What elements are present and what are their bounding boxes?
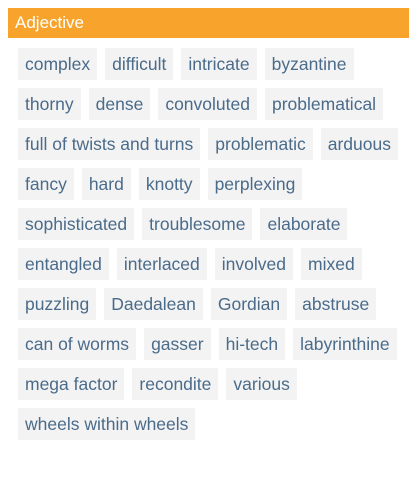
synonym-chip[interactable]: troublesome [142,208,252,240]
synonym-chip[interactable]: difficult [105,48,173,80]
synonym-chip[interactable]: various [226,368,296,400]
synonym-chip[interactable]: involved [215,248,293,280]
synonym-chip[interactable]: dense [89,88,151,120]
section-header: Adjective [8,8,409,38]
synonym-chip[interactable]: problematic [208,128,312,160]
synonym-chip[interactable]: complex [18,48,97,80]
synonym-chip[interactable]: entangled [18,248,109,280]
synonym-chip[interactable]: full of twists and turns [18,128,200,160]
synonym-chip[interactable]: labyrinthine [293,328,397,360]
synonym-chip[interactable]: byzantine [265,48,354,80]
synonym-chip[interactable]: hard [82,168,131,200]
synonym-list: complex difficult intricate byzantine thorny… [8,38,409,440]
synonym-chip[interactable]: hi-tech [219,328,286,360]
synonym-chip[interactable]: mega factor [18,368,124,400]
synonym-chip[interactable]: can of worms [18,328,136,360]
synonym-chip[interactable]: interlaced [117,248,207,280]
synonym-chip[interactable]: convoluted [158,88,257,120]
synonym-chip[interactable]: mixed [301,248,362,280]
synonym-chip[interactable]: abstruse [295,288,376,320]
synonym-chip[interactable]: fancy [18,168,74,200]
section-title: Adjective [15,13,84,32]
synonym-chip[interactable]: gasser [144,328,211,360]
synonym-chip[interactable]: thorny [18,88,81,120]
synonym-chip[interactable]: problematical [265,88,383,120]
synonym-chip[interactable]: intricate [181,48,256,80]
synonym-chip[interactable]: Gordian [211,288,287,320]
synonym-chip[interactable]: knotty [139,168,200,200]
synonym-chip[interactable]: wheels within wheels [18,408,195,440]
synonym-section-adjective: Adjective complex difficult intricate byzan… [8,8,409,440]
synonym-chip[interactable]: elaborate [260,208,347,240]
synonym-chip[interactable]: Daedalean [104,288,203,320]
synonym-chip[interactable]: perplexing [208,168,303,200]
synonym-chip[interactable]: sophisticated [18,208,134,240]
synonym-chip[interactable]: recondite [132,368,218,400]
synonym-chip[interactable]: arduous [321,128,398,160]
synonym-chip[interactable]: puzzling [18,288,96,320]
